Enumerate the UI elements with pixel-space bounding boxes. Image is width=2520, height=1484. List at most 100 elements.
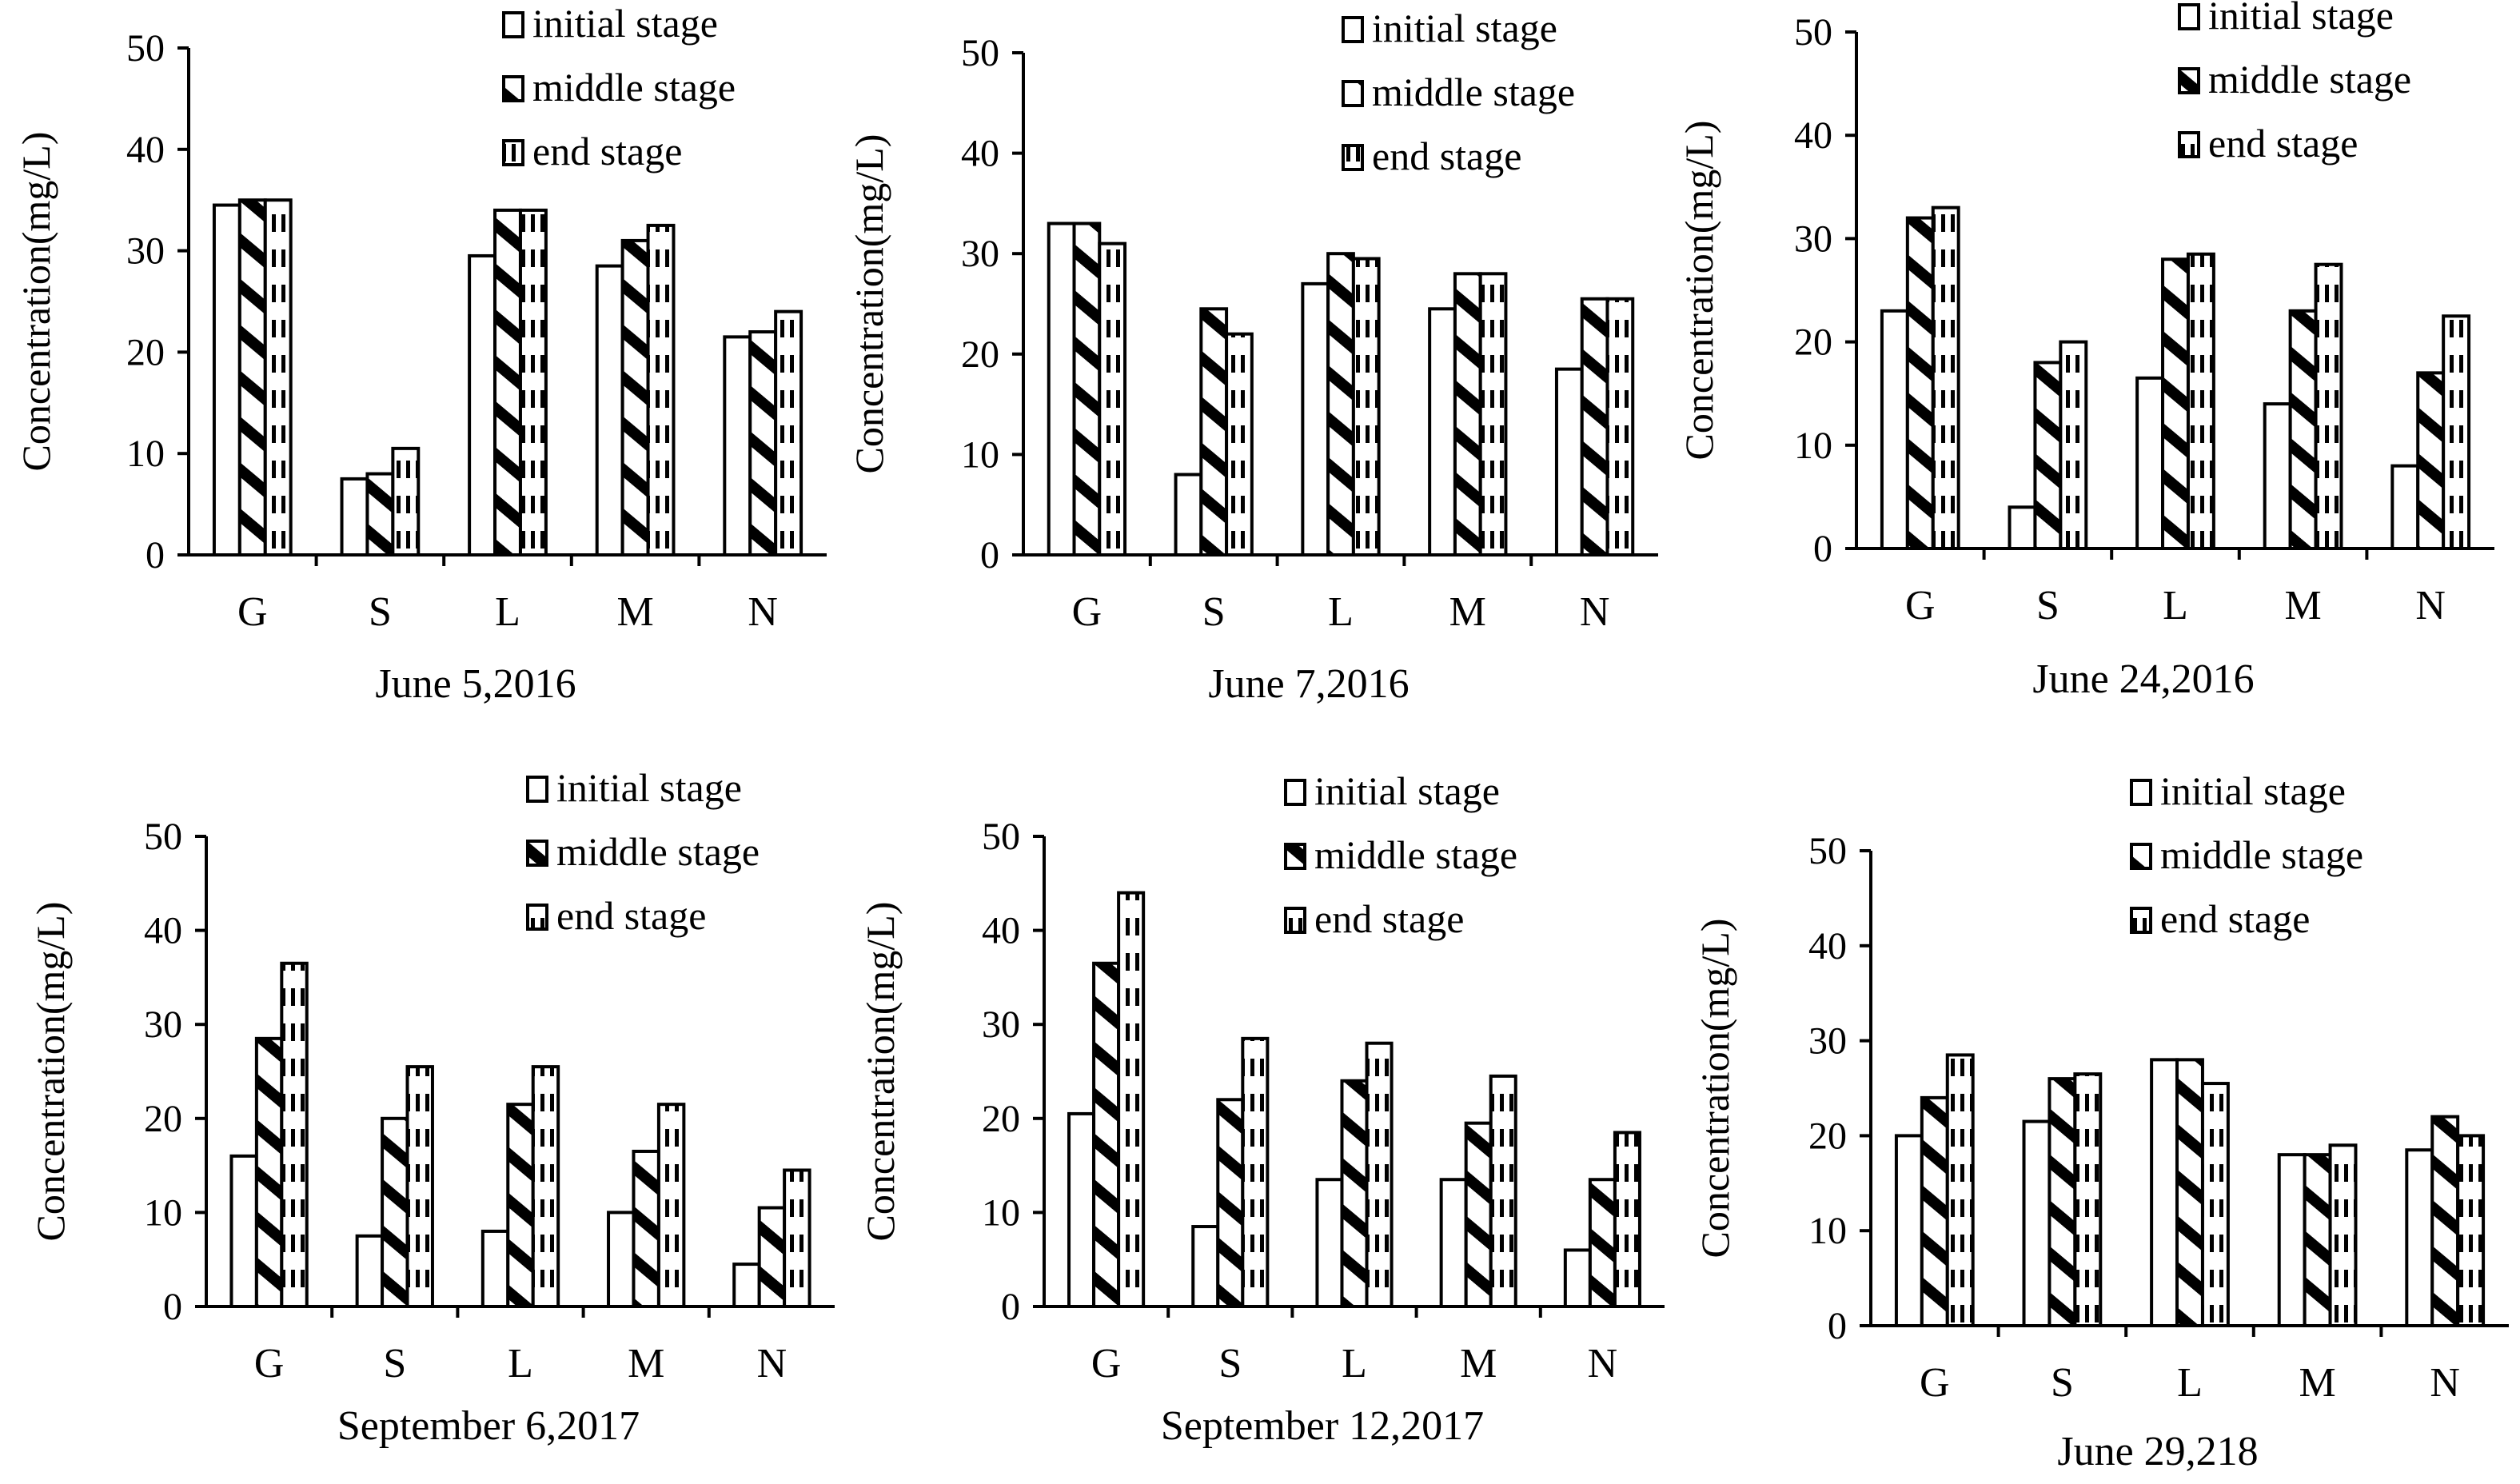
legend-swatch-initial-stage — [502, 11, 524, 38]
bar-G-initial-stage — [1880, 309, 1909, 550]
bar-N-initial-stage — [723, 335, 752, 556]
x-tick-label: L — [495, 589, 520, 635]
y-tick-label: 10 — [982, 1191, 1020, 1234]
x-tick-label: L — [2177, 1360, 2203, 1406]
legend-label: initial stage — [2208, 0, 2394, 38]
y-tick-label: 50 — [961, 32, 999, 74]
legend: initial stage middle stage end stage — [502, 1, 736, 174]
x-tick-label: N — [1588, 1341, 1618, 1386]
bar-L-middle-stage — [1340, 1079, 1369, 1308]
legend-swatch-initial-stage — [1342, 16, 1364, 43]
chart-title: September 6,2017 — [337, 1403, 640, 1449]
bar-N-initial-stage — [2405, 1148, 2434, 1327]
x-tick-label: S — [1218, 1341, 1242, 1386]
bar-S-middle-stage — [2048, 1077, 2077, 1327]
bar-S-middle-stage — [2033, 361, 2063, 550]
bar-S-end-stage — [405, 1065, 434, 1308]
legend-swatch-middle-stage — [502, 75, 524, 102]
y-tick-label: 20 — [961, 333, 999, 376]
x-tick-label: L — [1342, 1341, 1367, 1386]
chart-panel-1: 0 10 20 30 40 50 G S L M N Concentration(mg/L) June … — [14, 1, 827, 707]
bar-G-end-stage — [1117, 891, 1146, 1309]
legend: initial stage middle stage end stage — [1342, 6, 1575, 178]
y-tick-label: 30 — [1808, 1020, 1847, 1063]
bar-L-middle-stage — [493, 208, 522, 556]
x-tick-label: M — [2284, 583, 2321, 628]
bar-G-initial-stage — [1067, 1111, 1096, 1309]
legend-label: end stage — [2160, 896, 2310, 941]
bar-G-initial-stage — [229, 1154, 258, 1308]
chart-title: June 29,218 — [2057, 1429, 2258, 1474]
bar-N-middle-stage — [1580, 297, 1609, 556]
legend-label: middle stage — [532, 65, 736, 110]
bar-G-end-stage — [280, 961, 309, 1308]
bar-M-initial-stage — [607, 1211, 636, 1309]
bar-S-initial-stage — [340, 477, 369, 557]
bar-S-middle-stage — [365, 472, 395, 556]
x-tick-label: S — [369, 589, 392, 635]
y-tick-label: 10 — [126, 433, 165, 475]
legend-swatch-initial-stage — [1284, 779, 1306, 806]
y-tick-label: 50 — [982, 816, 1020, 858]
x-tick-label: G — [1920, 1360, 1950, 1406]
chart-panel-2: 0 10 20 30 40 50 G S L M N Concentration(mg/L) June … — [847, 6, 1658, 707]
bar-G-middle-stage — [237, 198, 267, 556]
y-tick-label: 10 — [144, 1191, 182, 1234]
bar-G-middle-stage — [254, 1036, 284, 1308]
bar-N-middle-stage — [757, 1206, 787, 1309]
bar-N-middle-stage — [2430, 1115, 2460, 1327]
chart-title: June 24,2016 — [2032, 656, 2254, 702]
legend-label: middle stage — [1314, 832, 1517, 877]
legend-swatch-middle-stage — [2130, 843, 2152, 870]
bar-G-middle-stage — [1905, 216, 1935, 550]
bar-M-middle-stage — [2303, 1153, 2332, 1328]
bar-N-initial-stage — [2390, 464, 2420, 551]
x-tick-label: N — [757, 1341, 788, 1386]
bar-N-end-stage — [1605, 297, 1635, 556]
bar-S-end-stage — [1241, 1036, 1270, 1308]
legend-swatch-end-stage — [2178, 131, 2200, 158]
bar-M-end-stage — [1489, 1074, 1517, 1308]
x-tick-label: M — [1449, 589, 1486, 635]
y-tick-label: 20 — [982, 1098, 1020, 1140]
legend-swatch-initial-stage — [2130, 779, 2152, 806]
bar-M-middle-stage — [620, 238, 650, 556]
bar-N-end-stage — [2456, 1134, 2486, 1328]
bar-M-middle-stage — [1453, 272, 1482, 556]
x-tick-label: G — [1905, 583, 1936, 628]
y-tick-label: 30 — [144, 1003, 182, 1046]
chart-panel-5: 0 10 20 30 40 50 G S L M N Concentration(mg/L) Septe… — [858, 768, 1665, 1449]
y-tick-label: 50 — [1794, 11, 1832, 54]
bar-L-end-stage — [518, 208, 548, 556]
y-tick-label: 10 — [1794, 425, 1832, 467]
x-tick-label: G — [237, 589, 268, 635]
y-tick-label: 10 — [961, 433, 999, 476]
x-tick-label: M — [2299, 1360, 2335, 1406]
y-axis-label: Concentration(mg/L) — [858, 902, 903, 1242]
bar-L-end-stage — [1365, 1041, 1394, 1308]
bar-S-initial-stage — [2008, 505, 2037, 551]
bar-L-initial-stage — [468, 253, 497, 556]
y-tick-label: 40 — [144, 910, 182, 952]
y-tick-label: 20 — [1794, 321, 1832, 364]
y-tick-label: 30 — [126, 230, 165, 273]
x-tick-label: G — [1091, 1341, 1122, 1386]
bar-S-end-stage — [2073, 1072, 2103, 1328]
y-tick-label: 0 — [146, 534, 165, 576]
bar-N-initial-stage — [1563, 1248, 1592, 1308]
bar-S-initial-stage — [1191, 1225, 1220, 1309]
bar-G-end-stage — [1945, 1053, 1975, 1328]
bar-L-middle-stage — [2161, 257, 2190, 550]
chart-title: September 12,2017 — [1161, 1403, 1484, 1449]
bar-L-middle-stage — [506, 1103, 535, 1309]
bar-M-middle-stage — [1464, 1121, 1493, 1309]
legend-label: middle stage — [556, 829, 760, 874]
x-tick-label: S — [2051, 1360, 2074, 1406]
bar-S-end-stage — [391, 446, 421, 556]
bar-G-end-stage — [263, 198, 293, 556]
bar-G-middle-stage — [1092, 961, 1121, 1308]
y-tick-label: 0 — [980, 534, 999, 576]
bar-M-initial-stage — [1439, 1178, 1468, 1308]
legend: initial stage middle stage end stage — [2178, 0, 2411, 166]
x-tick-label: L — [2163, 583, 2188, 628]
